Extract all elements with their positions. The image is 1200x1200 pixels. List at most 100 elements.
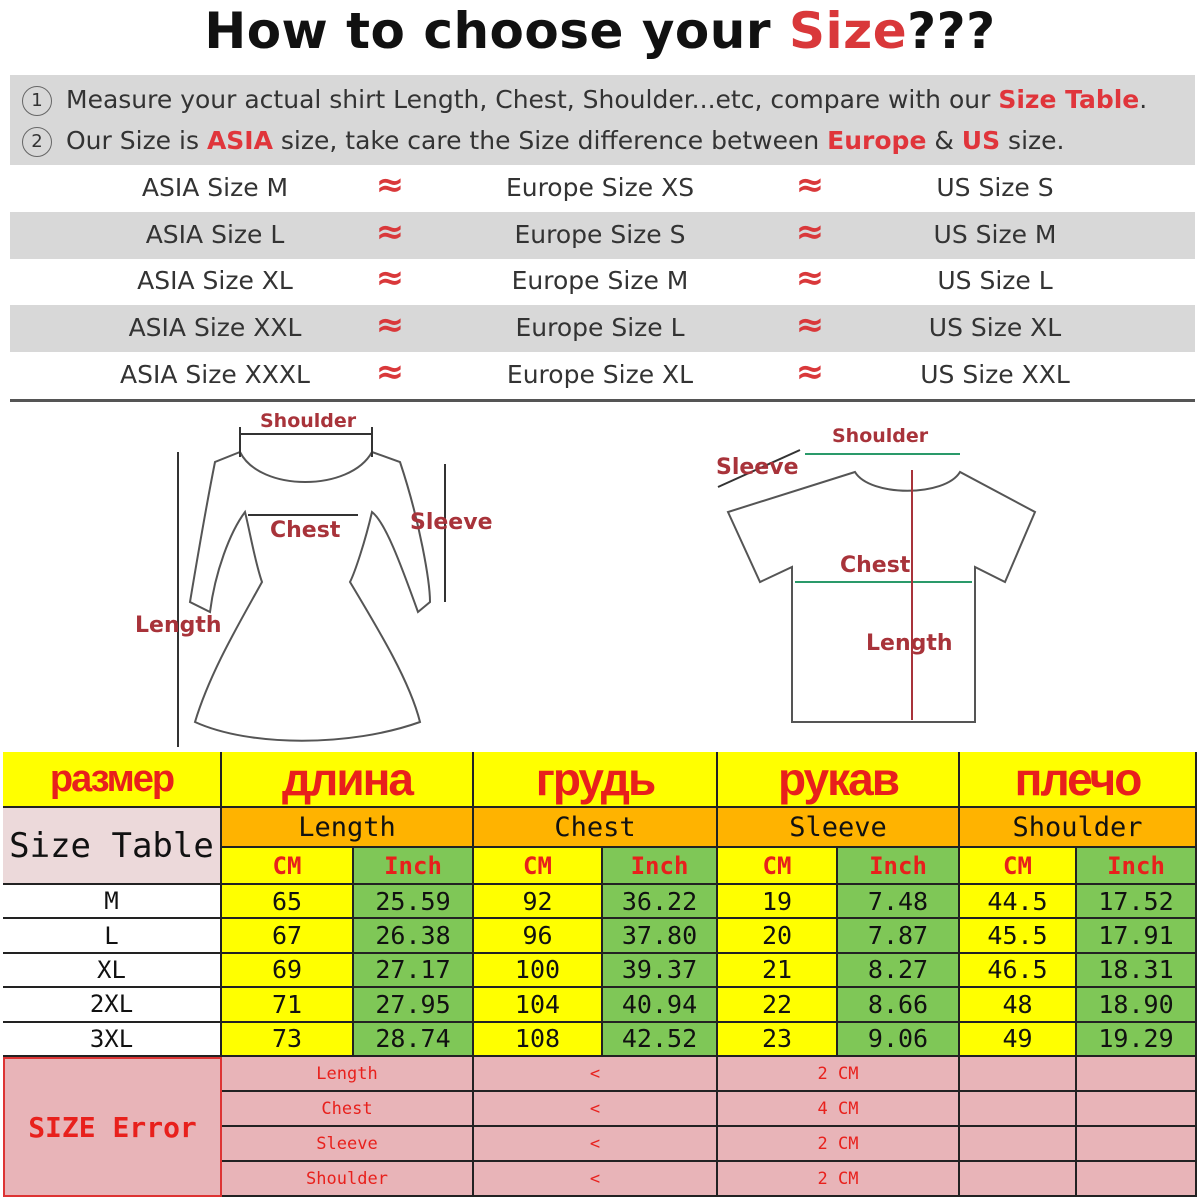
- size-label: L: [3, 919, 222, 954]
- error-measure: Sleeve: [222, 1127, 474, 1162]
- us-size: US Size XL: [928, 313, 1062, 343]
- cm-value: 48: [960, 988, 1077, 1023]
- cm-value: 45.5: [960, 919, 1077, 954]
- error-measure: Shoulder: [222, 1162, 474, 1197]
- dress-sleeve-label: Sleeve: [410, 510, 493, 535]
- inch-value: 17.91: [1077, 919, 1197, 954]
- instruction-text: Europe: [827, 126, 927, 155]
- unit-inch: Inch: [354, 848, 474, 885]
- size-label: M: [3, 885, 222, 920]
- tshirt-sleeve-label: Sleeve: [716, 455, 799, 480]
- dress-shoulder-label: Shoulder: [260, 410, 357, 432]
- inch-value: 36.22: [603, 885, 718, 920]
- size-label: 3XL: [3, 1022, 222, 1057]
- inch-value: 37.80: [603, 919, 718, 954]
- measure-header-sleeve: Sleeve: [718, 808, 960, 848]
- measure-header-chest: Chest: [474, 808, 718, 848]
- instruction-line: 2 Our Size is ASIA size, take care the Si…: [22, 126, 1064, 157]
- dress-length-label: Length: [135, 613, 222, 638]
- unit-inch: Inch: [1077, 848, 1197, 885]
- approx-icon: ≈: [795, 165, 825, 205]
- inch-value: 18.90: [1077, 988, 1197, 1023]
- empty-cell: [960, 1162, 1077, 1197]
- us-size: US Size S: [936, 173, 1054, 202]
- approx-icon: ≈: [795, 211, 825, 252]
- unit-inch: Inch: [603, 848, 718, 885]
- instruction-text: Size Table: [998, 85, 1140, 114]
- inch-value: 42.52: [603, 1022, 718, 1057]
- approx-icon: ≈: [375, 165, 405, 205]
- empty-cell: [960, 1127, 1077, 1162]
- instruction-line: 1 Measure your actual shirt Length, Chest…: [22, 85, 1147, 116]
- cm-value: 104: [474, 988, 603, 1023]
- cm-value: 19: [718, 885, 838, 920]
- approx-icon: ≈: [795, 258, 825, 299]
- error-operator: <: [474, 1057, 718, 1092]
- error-tolerance: 4 CM: [718, 1092, 960, 1127]
- inch-value: 40.94: [603, 988, 718, 1023]
- error-tolerance: 2 CM: [718, 1162, 960, 1197]
- russian-header-sleeve: рукав: [718, 752, 960, 808]
- unit-cm: CM: [222, 848, 354, 885]
- cm-value: 20: [718, 919, 838, 954]
- us-size: US Size XXL: [920, 359, 1070, 389]
- size-label: XL: [3, 953, 222, 989]
- empty-cell: [1077, 1162, 1197, 1197]
- measurement-diagrams: Shoulder Chest Sleeve Length Shoulder Sl…: [135, 410, 1037, 747]
- conversion-row: ASIA Size XXL ≈ Europe Size L ≈ US Size XL: [10, 305, 1195, 353]
- inch-value: 27.95: [354, 988, 474, 1023]
- instruction-text: US: [961, 126, 1001, 155]
- circled-number: 1: [22, 86, 52, 116]
- approx-icon: ≈: [375, 351, 405, 392]
- conversion-row: ASIA Size M ≈ Europe Size XS ≈ US Size S: [10, 165, 1195, 212]
- empty-cell: [960, 1092, 1077, 1127]
- inch-value: 8.27: [838, 953, 960, 989]
- empty-cell: [960, 1057, 1077, 1092]
- inch-value: 19.29: [1077, 1022, 1197, 1057]
- error-operator: <: [474, 1162, 718, 1197]
- approx-icon: ≈: [795, 305, 825, 346]
- cm-value: 73: [222, 1022, 354, 1057]
- instruction-text: Measure your actual shirt Length, Chest,…: [66, 85, 999, 114]
- europe-size: Europe Size XL: [506, 359, 694, 389]
- europe-size: Europe Size L: [515, 313, 685, 343]
- approx-icon: ≈: [375, 211, 405, 252]
- size-error-label: SIZE Error: [3, 1057, 222, 1197]
- cm-value: 96: [474, 919, 603, 954]
- russian-header-length: длина: [222, 752, 474, 808]
- unit-cm: CM: [474, 848, 603, 885]
- inch-value: 28.74: [354, 1022, 474, 1057]
- instruction-text: .: [1139, 85, 1148, 114]
- tshirt-length-label: Length: [866, 631, 953, 656]
- tshirt-diagram: [717, 449, 1037, 723]
- inch-value: 39.37: [603, 953, 718, 989]
- cm-value: 71: [222, 988, 354, 1023]
- measure-header-shoulder: Shoulder: [960, 808, 1197, 848]
- dress-chest-label: Chest: [270, 518, 341, 543]
- inch-value: 7.87: [838, 919, 960, 954]
- russian-header-shoulder: плечо: [960, 752, 1197, 808]
- error-operator: <: [474, 1092, 718, 1127]
- cm-value: 67: [222, 919, 354, 954]
- approx-icon: ≈: [375, 258, 405, 299]
- cm-value: 21: [718, 953, 838, 989]
- europe-size: Europe Size S: [514, 219, 686, 249]
- circled-number: 2: [22, 127, 52, 157]
- us-size: US Size M: [933, 219, 1057, 249]
- error-tolerance: 2 CM: [718, 1127, 960, 1162]
- inch-value: 7.48: [838, 885, 960, 920]
- russian-header-chest: грудь: [474, 752, 718, 808]
- asia-size: ASIA Size XXXL: [120, 359, 310, 389]
- inch-value: 25.59: [354, 885, 474, 920]
- cm-value: 69: [222, 953, 354, 989]
- size-label: 2XL: [3, 988, 222, 1023]
- unit-cm: CM: [960, 848, 1077, 885]
- instructions-box: 1 Measure your actual shirt Length, Chest…: [10, 75, 1195, 165]
- empty-cell: [1077, 1127, 1197, 1162]
- instruction-text: size, take care the Size difference betw…: [272, 126, 828, 155]
- cm-value: 100: [474, 953, 603, 989]
- cm-value: 44.5: [960, 885, 1077, 920]
- inch-value: 8.66: [838, 988, 960, 1023]
- error-operator: <: [474, 1127, 718, 1162]
- empty-cell: [1077, 1092, 1197, 1127]
